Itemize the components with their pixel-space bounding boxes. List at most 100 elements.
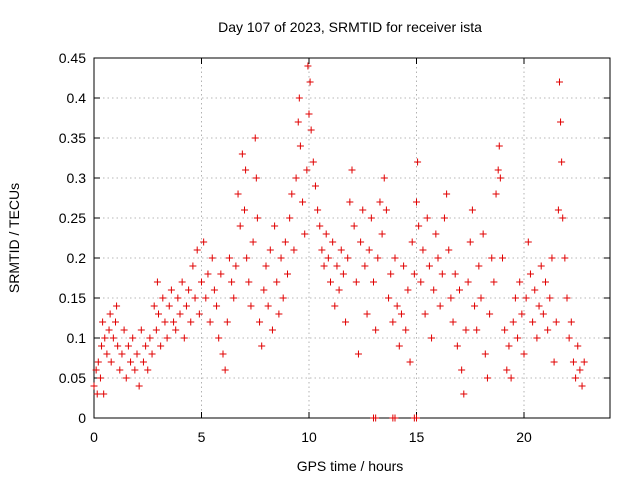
data-point	[124, 342, 132, 350]
data-point	[114, 342, 122, 350]
data-point	[423, 214, 431, 222]
data-point	[554, 206, 562, 214]
y-tick-label: 0.15	[59, 290, 86, 306]
data-point	[279, 294, 287, 302]
data-point	[348, 166, 356, 174]
data-point	[236, 222, 244, 230]
data-point	[305, 110, 313, 118]
data-point	[432, 230, 440, 238]
data-point	[167, 286, 175, 294]
data-point	[339, 270, 347, 278]
data-point	[223, 318, 231, 326]
data-point	[514, 334, 522, 342]
data-point	[445, 246, 453, 254]
data-point	[135, 382, 143, 390]
data-point	[428, 334, 436, 342]
x-tick-label: 20	[516, 429, 532, 445]
y-tick-label: 0.05	[59, 370, 86, 386]
data-point	[531, 286, 539, 294]
data-point	[155, 310, 162, 318]
data-point	[365, 246, 373, 254]
data-point	[440, 214, 448, 222]
data-point	[561, 254, 569, 262]
data-point	[193, 246, 201, 254]
data-point	[258, 342, 266, 350]
data-point	[238, 150, 246, 158]
data-point	[139, 358, 147, 366]
data-point	[309, 158, 317, 166]
x-tick-label: 10	[301, 429, 317, 445]
data-point	[557, 118, 565, 126]
data-point	[567, 318, 575, 326]
data-point	[516, 278, 524, 286]
data-point	[443, 190, 451, 198]
data-point	[253, 214, 261, 222]
data-point	[275, 310, 283, 318]
data-point	[198, 278, 205, 286]
data-point	[335, 286, 343, 294]
data-point	[352, 278, 360, 286]
y-tick-label: 0.1	[67, 330, 87, 346]
data-point	[232, 262, 240, 270]
data-point	[225, 254, 233, 262]
data-point	[552, 318, 560, 326]
data-point	[421, 310, 429, 318]
data-point	[215, 334, 223, 342]
data-point	[576, 366, 584, 374]
data-point	[307, 126, 315, 134]
x-axis-label: GPS time / hours	[297, 458, 404, 474]
data-point	[342, 318, 350, 326]
data-point	[393, 302, 401, 310]
data-point	[376, 198, 384, 206]
data-point	[329, 238, 337, 246]
data-point	[539, 310, 547, 318]
data-point	[100, 390, 108, 398]
data-point	[456, 286, 463, 294]
data-point	[101, 334, 109, 342]
data-point	[107, 358, 115, 366]
data-point	[202, 294, 210, 302]
data-points	[90, 62, 588, 422]
data-point	[294, 118, 302, 126]
data-point	[350, 222, 358, 230]
data-point	[116, 366, 124, 374]
data-point	[499, 254, 506, 262]
y-tick-label: 0.3	[67, 170, 87, 186]
data-point	[494, 166, 502, 174]
data-point	[208, 254, 216, 262]
y-axis-label: SRMTID / TECUs	[6, 183, 22, 293]
data-point	[273, 278, 281, 286]
data-point	[142, 342, 150, 350]
data-point	[395, 342, 403, 350]
data-point	[507, 374, 515, 382]
data-point	[284, 270, 291, 278]
data-point	[436, 302, 444, 310]
data-point	[537, 262, 545, 270]
y-tick-label: 0	[78, 410, 86, 426]
data-point	[195, 310, 203, 318]
data-point	[550, 358, 558, 366]
data-point	[391, 254, 399, 262]
data-point	[479, 230, 487, 238]
data-point	[361, 262, 369, 270]
data-point	[522, 294, 530, 302]
data-point	[524, 238, 532, 246]
data-point	[518, 310, 526, 318]
data-point	[406, 358, 414, 366]
data-point	[511, 294, 519, 302]
data-point	[318, 246, 326, 254]
data-point	[391, 414, 399, 422]
data-point	[574, 342, 582, 350]
data-point	[529, 318, 537, 326]
data-point	[176, 310, 184, 318]
data-point	[503, 366, 511, 374]
data-point	[542, 278, 549, 286]
data-point	[324, 254, 332, 262]
data-point	[148, 350, 156, 358]
data-point	[204, 270, 212, 278]
data-point	[389, 318, 397, 326]
data-point	[170, 318, 178, 326]
data-point	[247, 302, 255, 310]
data-point	[505, 342, 513, 350]
